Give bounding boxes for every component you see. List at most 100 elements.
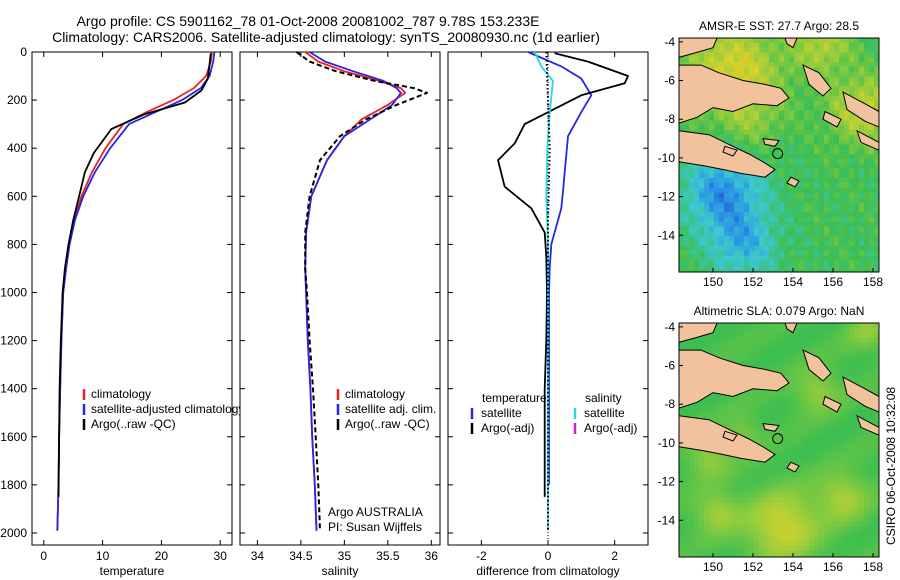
legend-label: Argo(-adj) (584, 421, 637, 435)
legend-heading: temperature (482, 391, 547, 405)
land-mass (762, 138, 780, 147)
x-axis-label: difference from climatology (476, 564, 619, 578)
x-tick-label: 20 (155, 549, 169, 563)
sla-map-panel: Altimetric SLA: 0.079 Argo: NaN 150 152 154… (658, 304, 884, 574)
map-frame (678, 37, 880, 273)
land-mass (784, 38, 798, 49)
series-line (497, 52, 629, 497)
land-mass (802, 64, 832, 97)
map-x-tick-label: 156 (823, 560, 843, 574)
figure-title-line1: Argo profile: CS 5901162_78 01-Oct-2008 … (77, 13, 540, 29)
map-title: Altimetric SLA: 0.079 Argo: NaN (694, 304, 865, 318)
series-line (57, 53, 212, 497)
plot-frame (239, 51, 441, 546)
series-line (545, 51, 551, 531)
timestamp-label: CSIRO 06-Oct-2008 10:32:08 (884, 387, 898, 545)
annotation-text: PI: Susan Wijffels (328, 520, 422, 534)
legend-label: Argo(..raw -QC) (91, 417, 176, 431)
map-x-tick-label: 158 (863, 275, 883, 289)
x-tick-label: 30 (214, 549, 228, 563)
land-mass (802, 349, 832, 382)
map-y-tick-label: -4 (664, 320, 675, 334)
map-y-tick-label: -8 (664, 397, 675, 411)
plot-frame (31, 51, 233, 546)
y-tick-label: 1800 (0, 478, 27, 492)
legend-label: satellite (584, 406, 625, 420)
legend-label: satellite-adjusted climatology (91, 402, 244, 416)
x-tick-label: 34.5 (289, 549, 313, 563)
y-tick-label: 800 (7, 237, 27, 251)
y-tick-label: 200 (7, 93, 27, 107)
y-tick-label: 600 (7, 189, 27, 203)
legend-heading: salinity (585, 391, 622, 405)
map-y-tick-label: -10 (658, 436, 676, 450)
land-mass (679, 349, 790, 409)
map-y-tick-label: -14 (658, 513, 676, 527)
argo-position-marker (772, 433, 784, 445)
map-x-tick-label: 152 (743, 560, 763, 574)
x-tick-label: 35.5 (376, 549, 400, 563)
argo-position-marker (772, 148, 784, 160)
x-tick-label: 36 (425, 549, 439, 563)
sst-map-panel: AMSR-E SST: 27.7 Argo: 28.5 150 152 154 156 1… (658, 19, 884, 289)
land-mass (679, 323, 718, 343)
map-x-tick-label: 156 (823, 275, 843, 289)
land-mass (786, 461, 800, 473)
map-x-tick-label: 154 (783, 560, 803, 574)
land-mass (822, 395, 842, 413)
legend-label: climatology (345, 387, 405, 401)
land-mass (822, 110, 842, 128)
map-x-tick-label: 150 (703, 275, 723, 289)
x-tick-label: 2 (611, 549, 618, 563)
map-y-tick-label: -10 (658, 151, 676, 165)
map-x-tick-label: 150 (703, 560, 723, 574)
land-mass (762, 423, 780, 432)
land-mass (679, 64, 790, 124)
legend-label: satellite adj. clim. (345, 402, 436, 416)
land-mass (856, 129, 879, 151)
legend-label: Argo(-adj) (481, 421, 534, 435)
map-y-tick-label: -12 (658, 190, 676, 204)
map-y-tick-label: -8 (664, 112, 675, 126)
map-y-tick-label: -14 (658, 228, 676, 242)
y-tick-label: 400 (7, 141, 27, 155)
x-tick-label: -2 (476, 549, 487, 563)
map-y-tick-label: -6 (664, 359, 675, 373)
x-tick-label: 10 (96, 549, 110, 563)
land-mass (842, 91, 879, 128)
map-x-tick-label: 154 (783, 275, 803, 289)
map-x-tick-label: 158 (863, 560, 883, 574)
x-tick-label: 35 (338, 549, 352, 563)
y-tick-label: 2000 (0, 526, 27, 540)
land-mass (679, 38, 718, 58)
map-y-tick-label: -4 (664, 35, 675, 49)
y-tick-label: 1600 (0, 430, 27, 444)
x-tick-label: 34 (251, 549, 265, 563)
legend-label: satellite (481, 406, 522, 420)
series-line (295, 51, 428, 531)
land-mass (784, 323, 798, 334)
figure-title-line2: Climatology: CARS2006. Satellite-adjuste… (52, 29, 600, 45)
x-axis-label: temperature (100, 564, 165, 578)
legend-label: climatology (91, 387, 151, 401)
annotation-text: Argo AUSTRALIA (328, 505, 423, 519)
y-tick-label: 1200 (0, 334, 27, 348)
map-field (679, 38, 879, 272)
map-y-tick-label: -6 (664, 74, 675, 88)
x-tick-label: 0 (40, 549, 47, 563)
map-frame (678, 322, 880, 558)
map-title: AMSR-E SST: 27.7 Argo: 28.5 (699, 19, 859, 33)
legend-label: Argo(..raw -QC) (345, 417, 430, 431)
land-mass (786, 176, 800, 188)
temperature-panel: 0 10 20 30 0 200 400 600 800 1000 1200 1400 1600 1800… (0, 45, 244, 578)
map-field (679, 323, 879, 557)
y-tick-label: 0 (20, 45, 27, 59)
land-mass (722, 430, 738, 442)
x-axis-label: salinity (322, 564, 359, 578)
land-mass (722, 145, 738, 157)
series-line (304, 51, 402, 531)
y-tick-label: 1400 (0, 382, 27, 396)
land-mass (842, 376, 879, 413)
